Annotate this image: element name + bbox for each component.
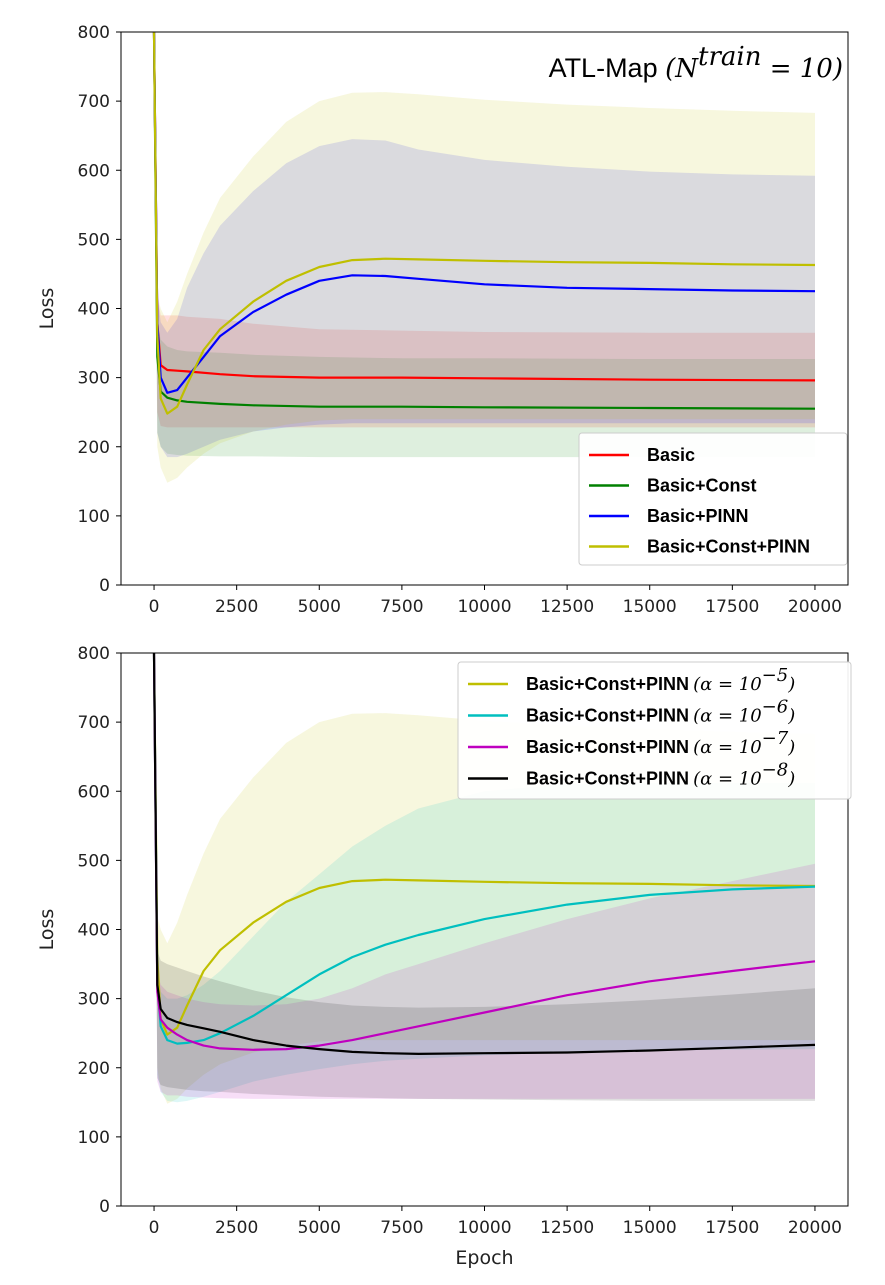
legend-entry: Basic+PINN	[647, 506, 749, 526]
legend-entry: Basic+Const+PINN (α = 10−6)	[526, 697, 795, 727]
y-tick-label: 800	[78, 23, 110, 43]
x-tick-label: 5000	[298, 597, 341, 617]
x-tick-label: 7500	[380, 1218, 423, 1238]
legend-entry: Basic	[647, 445, 695, 465]
x-tick-label: 17500	[705, 597, 759, 617]
y-tick-label: 700	[78, 713, 110, 733]
y-tick-label: 500	[78, 230, 110, 250]
legend-entry: Basic+Const+PINN (α = 10−7)	[526, 728, 795, 758]
y-tick-label: 700	[78, 92, 110, 112]
chart-title: ATL-Map (Ntrain = 10)	[549, 42, 843, 84]
y-tick-label: 600	[78, 161, 110, 181]
x-tick-label: 0	[149, 1218, 160, 1238]
y-tick-label: 500	[78, 851, 110, 871]
x-tick-label: 2500	[215, 1218, 258, 1238]
legend-entry: Basic+Const+PINN	[647, 537, 810, 557]
legend-entry: Basic+Const+PINN (α = 10−5)	[526, 665, 795, 695]
line-series-1	[152, 653, 816, 1036]
legend: Basic Basic+Const Basic+PINN Basic+Const+PI…	[578, 432, 848, 566]
legend: Basic+Const+PINN (α = 10−5)Basic+Const+PI…	[457, 661, 852, 800]
y-tick-label: 300	[78, 990, 110, 1010]
x-tick-label: 7500	[380, 597, 423, 617]
legend-entry: Basic+Const+PINN (α = 10−8)	[526, 760, 795, 790]
x-tick-label: 15000	[623, 597, 677, 617]
plot-area	[152, 32, 816, 483]
line-series-3	[152, 653, 816, 1051]
x-tick-label: 0	[149, 597, 160, 617]
line-series-2	[152, 653, 816, 1045]
line-series-4	[152, 653, 816, 1055]
y-tick-label: 300	[78, 369, 110, 389]
y-tick-label: 100	[78, 1128, 110, 1148]
legend-box	[578, 432, 848, 566]
line-series-3	[152, 32, 816, 394]
y-tick-label: 600	[78, 782, 110, 802]
y-tick-label: 100	[78, 507, 110, 527]
band-series-4	[154, 653, 815, 1101]
x-tick-label: 5000	[298, 1218, 341, 1238]
line-series-4	[152, 32, 816, 415]
y-tick-label: 400	[78, 921, 110, 941]
x-tick-label: 15000	[623, 1218, 677, 1238]
y-tick-label: 0	[99, 576, 110, 596]
plot-area	[152, 653, 816, 1104]
y-tick-label: 200	[78, 438, 110, 458]
y-tick-label: 400	[78, 300, 110, 320]
band-series-3	[154, 653, 815, 1099]
x-tick-label: 2500	[215, 597, 258, 617]
band-series-1	[154, 32, 815, 428]
legend-entry: Basic+Const	[647, 476, 757, 496]
y-tick-label: 800	[78, 644, 110, 664]
x-tick-label: 20000	[788, 597, 842, 617]
x-axis-label: Epoch	[455, 1247, 513, 1269]
x-tick-label: 20000	[788, 1218, 842, 1238]
y-axis-label: Loss	[36, 288, 58, 330]
y-tick-label: 200	[78, 1059, 110, 1079]
x-tick-label: 12500	[540, 1218, 594, 1238]
chart-panel-2: 0 2500 5000 7500 10000 12500 15000 17500 20000 0 1…	[36, 644, 852, 1269]
x-tick-label: 10000	[457, 597, 511, 617]
x-tick-label: 10000	[457, 1218, 511, 1238]
y-axis-label: Loss	[36, 909, 58, 951]
y-tick-label: 0	[99, 1197, 110, 1217]
legend-box	[457, 661, 852, 800]
band-series-3	[154, 32, 815, 458]
x-tick-label: 12500	[540, 597, 594, 617]
band-series-2	[154, 653, 815, 1103]
band-series-2	[154, 32, 815, 458]
chart-panel-1: 0 2500 5000 7500 10000 12500 15000 17500 20000 0 1…	[36, 23, 849, 617]
x-tick-label: 17500	[705, 1218, 759, 1238]
band-series-4	[154, 32, 815, 483]
